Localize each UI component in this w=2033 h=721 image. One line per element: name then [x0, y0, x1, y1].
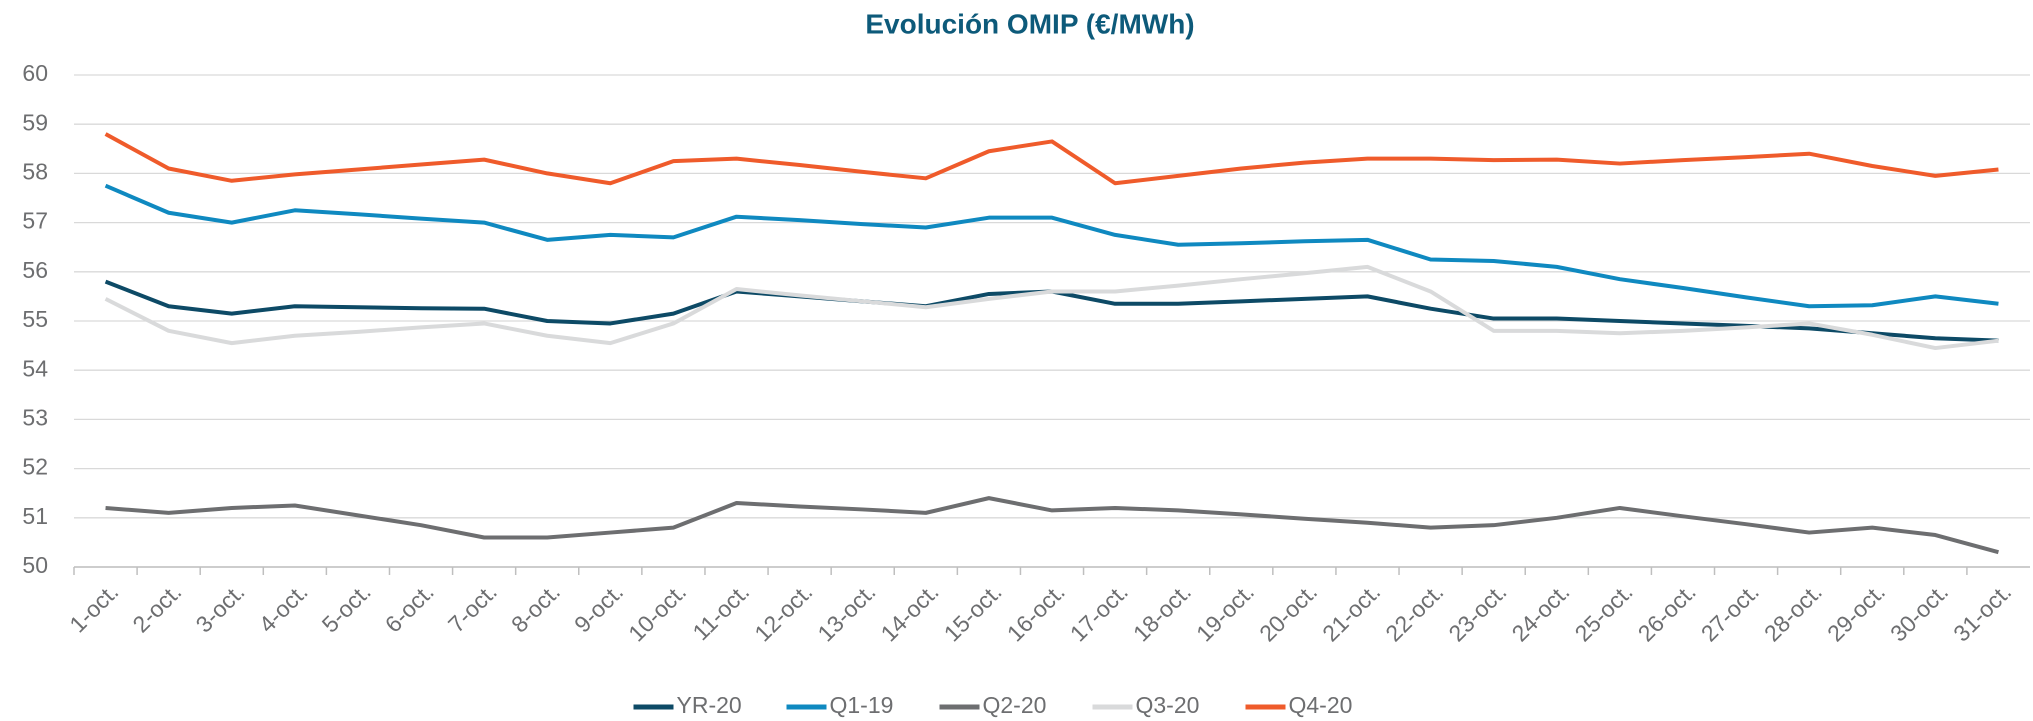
y-tick-label: 53: [22, 404, 48, 430]
y-tick-label: 60: [22, 60, 48, 86]
x-tick-label: 13-oct.: [812, 578, 880, 646]
x-tick-label: 30-oct.: [1885, 578, 1953, 646]
x-tick-label: 24-oct.: [1506, 578, 1574, 646]
y-tick-label: 50: [22, 552, 48, 578]
x-tick-label: 17-oct.: [1065, 578, 1133, 646]
x-tick-label: 12-oct.: [749, 578, 817, 646]
x-tick-label: 5-oct.: [317, 578, 376, 637]
x-tick-label: 18-oct.: [1128, 578, 1196, 646]
y-tick-label: 57: [22, 208, 48, 234]
series-line: [104, 132, 1999, 186]
legend-label: Q1-19: [830, 692, 894, 718]
x-tick-label: 11-oct.: [687, 578, 754, 645]
x-tick-label: 19-oct.: [1191, 578, 1259, 646]
legend-label: YR-20: [677, 692, 742, 718]
x-tick-label: 27-oct.: [1696, 578, 1764, 646]
x-tick-label: 21-oct.: [1317, 578, 1385, 646]
series-line: [104, 264, 1999, 351]
x-tick-label: 31-oct.: [1948, 578, 2016, 646]
x-tick-label: 7-oct.: [443, 578, 502, 637]
x-tick-label: 2-oct.: [127, 578, 186, 637]
series-line: [104, 183, 1999, 309]
x-tick-label: 23-oct.: [1443, 578, 1511, 646]
x-tick-label: 10-oct.: [623, 578, 691, 646]
x-tick-label: 9-oct.: [569, 578, 628, 637]
x-tick-label: 6-oct.: [380, 578, 439, 637]
y-tick-label: 55: [22, 306, 48, 332]
legend-label: Q2-20: [983, 692, 1047, 718]
y-tick-label: 59: [22, 109, 48, 135]
x-tick-label: 3-oct.: [191, 578, 250, 637]
chart-title: Evolución OMIP (€/MWh): [865, 8, 1194, 39]
x-tick-label: 15-oct.: [939, 578, 1007, 646]
y-tick-label: 54: [22, 355, 48, 381]
x-tick-label: 4-oct.: [254, 578, 313, 637]
y-tick-label: 52: [22, 454, 48, 480]
y-tick-label: 51: [22, 503, 48, 529]
y-tick-label: 56: [22, 257, 48, 283]
x-tick-label: 26-oct.: [1633, 578, 1701, 646]
series-line: [105, 496, 1999, 555]
x-tick-label: 20-oct.: [1254, 578, 1322, 646]
x-tick-label: 29-oct.: [1822, 578, 1890, 646]
x-tick-label: 22-oct.: [1380, 578, 1448, 646]
x-tick-label: 25-oct.: [1570, 578, 1638, 646]
y-tick-label: 58: [22, 158, 48, 184]
x-tick-label: 14-oct.: [876, 578, 944, 646]
x-tick-label: 1-oct.: [64, 578, 123, 637]
legend-label: Q4-20: [1289, 692, 1353, 718]
x-tick-label: 16-oct.: [1002, 578, 1070, 646]
x-tick-label: 8-oct.: [506, 578, 565, 637]
x-tick-label: 28-oct.: [1759, 578, 1827, 646]
legend-label: Q3-20: [1136, 692, 1200, 718]
